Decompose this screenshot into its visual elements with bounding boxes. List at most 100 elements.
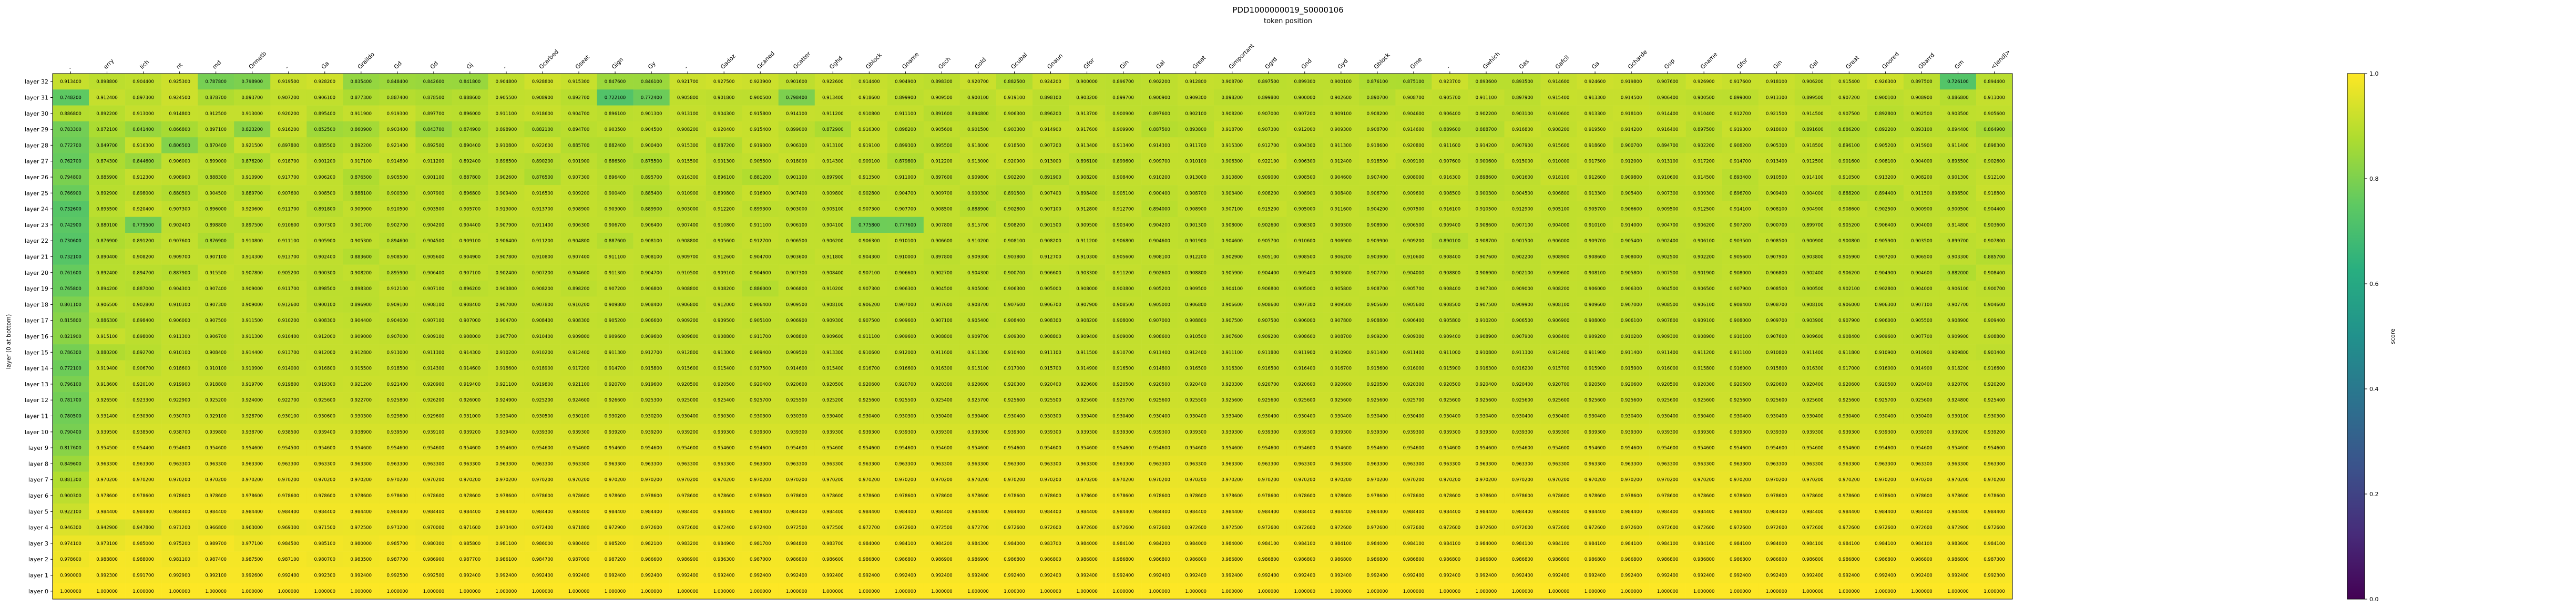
cell-value-label: 1.000000 [1476,589,1497,594]
cell-value-label: 0.984400 [1621,509,1642,515]
cell-value-label: 0.893700 [241,95,263,100]
cell-value-label: 0.892400 [96,271,118,276]
cell-value-label: 0.963300 [278,461,299,467]
x-tick-label: Gadoz [719,53,737,70]
cell-value-label: 0.966800 [205,526,227,531]
cell-value-label: 0.986800 [1911,557,1933,562]
cell-value-label: 0.954600 [1476,446,1497,451]
heatmap-cell [1395,201,1432,218]
cell-value-label: 0.920500 [713,382,735,387]
cell-value-label: 0.913000 [1984,95,2005,100]
heatmap-cell [1577,201,1613,218]
cell-value-label: 0.900300 [967,191,989,196]
cell-value-label: 1.000000 [1403,589,1425,594]
cell-value-label: 0.930200 [641,414,662,419]
cell-value-label: 0.963300 [1512,461,1534,467]
cell-value-label: 0.904800 [568,239,590,244]
cell-value-label: 0.914700 [605,366,626,372]
heatmap-cell [778,121,815,138]
cell-value-label: 0.913100 [677,111,699,117]
cell-value-label: 0.939300 [967,430,989,435]
cell-value-label: 0.913400 [1112,143,1134,148]
cell-value-label: 0.930400 [1294,414,1315,419]
cell-value-label: 0.915400 [822,366,844,372]
cell-value-label: 0.908300 [1294,223,1315,228]
cell-value-label: 0.954600 [1331,446,1352,451]
cell-value-label: 0.901900 [568,159,590,164]
heatmap-cell [1359,137,1396,153]
cell-value-label: 0.907300 [169,207,190,212]
cell-value-label: 0.902400 [1802,271,1824,276]
heatmap-cell [560,121,597,138]
cell-value-label: 0.909200 [677,318,699,324]
x-tick-label: Gign [610,56,625,70]
cell-value-label: 0.984400 [1766,509,1787,515]
cell-value-label: 0.907000 [459,318,481,324]
cell-value-label: 0.893800 [1185,127,1207,132]
cell-value-label: 0.919400 [459,382,481,387]
heatmap-cell [1214,169,1251,186]
heatmap-cell [452,153,488,170]
cell-value-label: 0.954600 [496,446,517,451]
cell-value-label: 0.980000 [351,541,372,547]
cell-value-label: 0.920400 [713,127,735,132]
cell-value-label: 0.920700 [1258,382,1279,387]
cell-value-label: 0.963300 [1911,461,1933,467]
cell-value-label: 0.930400 [1185,414,1207,419]
cell-value-label: 0.911200 [423,159,445,164]
cell-value-label: 0.970200 [169,478,190,483]
cell-value-label: 0.970200 [1258,478,1279,483]
cell-value-label: 0.888700 [1476,127,1497,132]
cell-value-label: 0.919300 [387,111,408,117]
heatmap-cell [1250,74,1287,90]
cell-value-label: 0.904700 [496,318,517,324]
cell-value-label: 0.908000 [1221,223,1243,228]
cell-value-label: 0.992400 [351,573,372,579]
cell-value-label: 0.986900 [967,557,989,562]
cell-value-label: 0.992400 [1112,573,1134,579]
cell-value-label: 0.902800 [1004,207,1025,212]
cell-value-label: 0.920500 [1367,382,1388,387]
cell-value-label: 0.984400 [1185,509,1207,515]
cell-value-label: 0.963300 [496,461,517,467]
heatmap-cell [488,74,525,90]
cell-value-label: 0.907000 [895,302,916,307]
cell-value-label: 0.906200 [858,302,880,307]
cell-value-label: 0.984400 [1585,509,1606,515]
heatmap-cell [1577,137,1613,153]
cell-value-label: 0.992400 [713,573,735,579]
cell-value-label: 0.897800 [931,254,953,260]
cell-value-label: 0.925600 [1512,398,1534,403]
cell-value-label: 0.902100 [1185,111,1207,117]
cell-value-label: 0.983700 [1040,541,1061,547]
cell-value-label: 0.909400 [750,350,771,355]
cell-value-label: 0.919400 [96,366,118,372]
cell-value-label: 0.954600 [750,446,771,451]
cell-value-label: 0.905000 [967,286,989,292]
heatmap-cell [343,185,380,201]
cell-value-label: 0.875500 [641,159,662,164]
cell-value-label: 0.978600 [1367,493,1388,499]
heatmap-cell [1794,201,1832,218]
cell-value-label: 0.909600 [1403,191,1425,196]
cell-value-label: 0.846100 [641,79,662,85]
cell-value-label: 0.963300 [1984,461,2005,467]
cell-value-label: 0.911200 [532,239,554,244]
cell-value-label: 0.906300 [1294,159,1315,164]
cell-value-label: 0.978600 [423,493,445,499]
cell-value-label: 0.898500 [1947,191,1969,196]
cell-value-label: 0.913300 [1766,95,1787,100]
cell-value-label: 0.886800 [1947,95,1969,100]
cell-value-label: 0.911800 [822,254,844,260]
cell-value-label: 0.801100 [60,302,81,307]
cell-value-label: 0.900300 [387,191,408,196]
cell-value-label: 0.907800 [1984,239,2005,244]
cell-value-label: 0.986600 [822,557,844,562]
heatmap-cell [778,89,815,106]
heatmap-cell [125,74,162,90]
cell-value-label: 0.908000 [459,334,481,339]
cell-value-label: 0.920500 [677,382,699,387]
cell-value-label: 0.954600 [1004,446,1025,451]
cell-value-label: 0.907000 [387,334,408,339]
cell-value-label: 0.992400 [1040,573,1061,579]
